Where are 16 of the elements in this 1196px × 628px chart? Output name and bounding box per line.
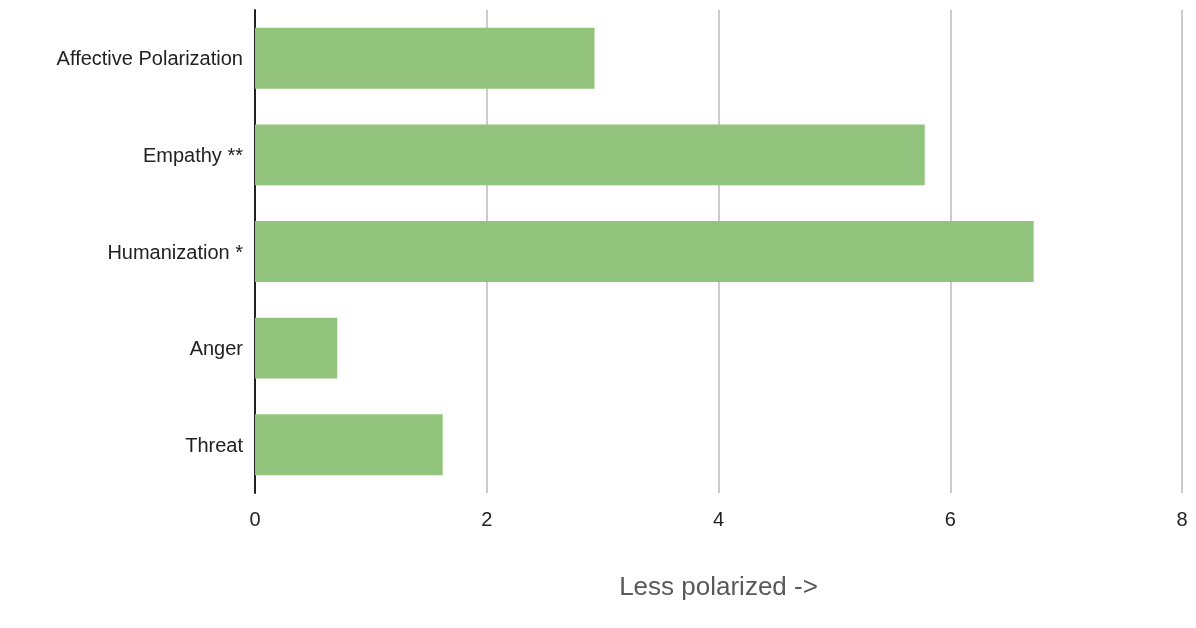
x-tick-label: 8 [1176, 508, 1188, 530]
x-tick-label: 2 [481, 508, 493, 530]
bar [255, 414, 443, 476]
x-tick-label: 4 [712, 508, 725, 530]
x-tick-label: 0 [249, 508, 261, 530]
y-tick-label: Affective Polarization [56, 47, 243, 70]
bar [255, 27, 595, 89]
bar [255, 317, 338, 379]
y-tick-label: Empathy ** [142, 143, 244, 166]
x-tick-label: 6 [944, 508, 956, 530]
y-tick-label: Threat [185, 433, 244, 456]
bar [255, 124, 925, 186]
y-tick-label: Anger [189, 337, 244, 360]
x-axis-title: Less polarized -> [619, 571, 818, 601]
bar [255, 221, 1034, 282]
y-tick-label: Humanization * [107, 240, 244, 263]
